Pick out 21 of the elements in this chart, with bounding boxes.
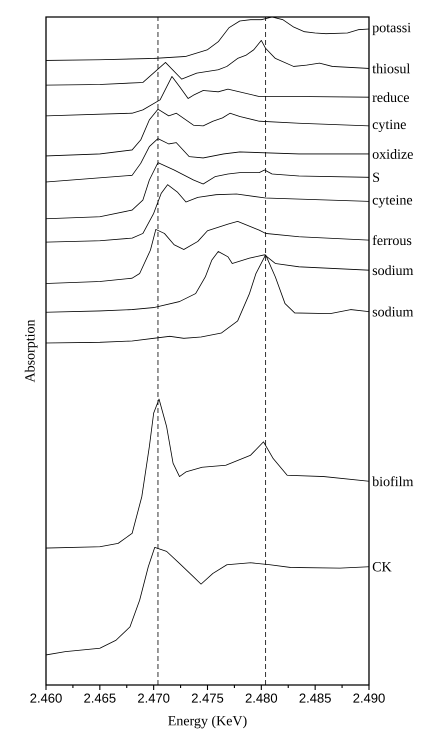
x-tick-label: 2.465 [84,694,116,703]
x-tick-label: 2.475 [192,694,224,703]
series-label: sodium [372,265,414,276]
x-tick-label: 2.480 [246,694,278,703]
x-tick-label: 2.470 [138,694,170,703]
x-tick-label: 2.485 [300,694,331,703]
series-label: potassi [372,22,411,36]
series-label: oxidize [372,149,413,159]
series-label: cytine [372,120,406,132]
series-label: sodium [372,306,414,317]
x-tick-label: 2.490 [353,694,385,703]
y-axis-title: Absorption [24,320,38,382]
x-axis-title: Energy (KeV) [168,716,247,728]
series-label: cyteine [372,195,412,208]
series-label: CK [372,562,392,572]
series-label: reduce [372,92,410,102]
series-label: ferrous [372,235,412,246]
series-label: thiosul [372,64,410,74]
series-label: biofilm [372,476,414,486]
series-label: S [373,172,380,182]
x-tick-label: 2.460 [30,694,62,703]
